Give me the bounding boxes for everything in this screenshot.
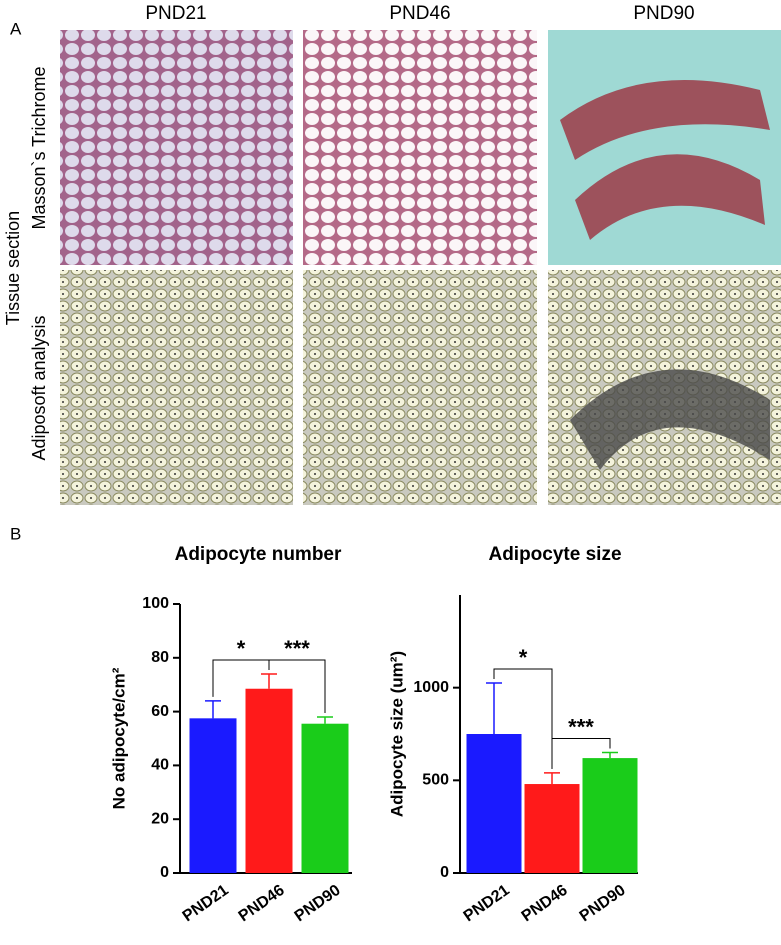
column-header: PND21 [145,3,206,24]
y-tick-label: 60 [151,703,169,720]
micrograph [303,270,537,505]
panel-label: B [10,524,21,543]
x-tick-label: PND46 [236,882,288,926]
y-tick-label: 0 [160,864,169,881]
micrograph-tint [60,30,293,265]
y-tick-label: 0 [440,864,449,881]
bar [245,688,293,873]
column-header: PND46 [389,3,450,24]
error-bar [205,700,221,719]
row-group-label: Tissue section [3,211,23,325]
bar [582,758,638,873]
x-tick-label: PND90 [577,882,629,926]
micrograph [60,30,293,265]
y-axis-label: Adipocyte size (um²) [387,651,406,817]
y-tick-label: 500 [422,772,449,789]
significance-label: *** [284,636,310,661]
y-tick-label: 80 [151,649,169,666]
chart-title: Adipocyte size [488,544,621,565]
error-bar [602,751,618,759]
micrograph-tissue [560,80,770,240]
x-tick-label: PND46 [519,882,571,926]
row-label: Adiposoft analysis [29,315,49,460]
column-header: PND90 [633,3,694,24]
error-bar [486,682,502,734]
significance-label: * [519,645,528,670]
significance-label: *** [568,714,594,739]
row-label: Masson`s Trichrome [29,66,49,229]
x-tick-label: PND90 [292,882,344,926]
error-bar [317,716,333,724]
y-tick-label: 100 [142,595,169,612]
y-axis-label: No adipocyte/cm² [109,667,128,809]
significance-bracket [551,738,611,769]
y-tick-label: 20 [151,810,169,827]
y-tick-label: 1000 [413,679,449,696]
y-tick-label: 40 [151,757,169,774]
micrograph [60,270,293,505]
bar [466,734,522,873]
micrograph [303,30,537,265]
micrograph-tissue [570,369,770,470]
panel-label: A [10,19,22,38]
significance-bracket [268,659,326,713]
bar [189,718,237,873]
significance-label: * [237,636,246,661]
x-tick-label: PND21 [461,882,513,926]
chart-title: Adipocyte number [175,544,342,565]
bar [301,723,349,873]
significance-bracket [493,668,553,769]
x-tick-label: PND21 [180,882,232,926]
error-bar [544,772,560,785]
bar [524,784,580,873]
error-bar [261,673,277,689]
